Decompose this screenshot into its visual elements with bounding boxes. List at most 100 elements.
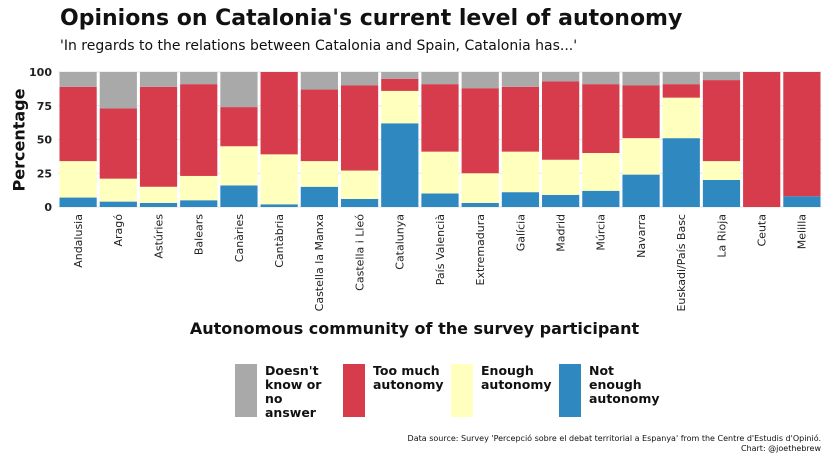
bar-segment-not_enough: [300, 186, 338, 207]
bar-segment-dont_know: [501, 72, 540, 87]
legend-item-enough: Enough autonomy: [451, 364, 552, 420]
bar-segment-dont_know: [702, 72, 741, 81]
legend-label: Doesn't know or no answer: [265, 363, 322, 420]
bar-segment-dont_know: [662, 72, 700, 85]
bar-segment-enough: [340, 170, 379, 199]
x-tick-label: Aragó: [112, 214, 125, 247]
legend: Doesn't know or no answer Too much autono…: [235, 364, 660, 420]
bar-segment-enough: [220, 146, 258, 186]
bar-segment-not_enough: [180, 200, 218, 207]
bar-segment-not_enough: [421, 193, 459, 207]
y-tick-label: 0: [44, 201, 52, 214]
bar-segment-not_enough: [461, 202, 499, 207]
x-tick-label: Madrid: [554, 214, 567, 252]
y-tick-label: 75: [37, 100, 52, 113]
x-tick-label: Extremadura: [474, 214, 487, 286]
bar-segment-not_enough: [542, 194, 580, 207]
stacked-bar-chart: 0 25 50 75 100 Andalusia Aragó Astúries Balears C…: [29, 66, 822, 312]
source-note: Data source: Survey 'Percepció sobre el …: [408, 434, 821, 454]
x-axis-label: Autonomous community of the survey parti…: [189, 319, 640, 338]
x-tick-label: Euskadi/País Basc: [675, 214, 688, 312]
bar-segment-enough: [501, 151, 540, 193]
legend-swatch: [559, 364, 581, 417]
bar-segment-not_enough: [59, 197, 97, 207]
x-tick-label: Ceuta: [756, 214, 769, 246]
bar-segment-enough: [99, 178, 137, 202]
bar-segment-not_enough: [340, 198, 379, 207]
x-tick-label: Galícia: [514, 214, 527, 251]
bar-segment-not_enough: [139, 202, 178, 207]
bar-segment-not_enough: [622, 174, 660, 207]
legend-item-not_enough: Not enough autonomy: [559, 364, 660, 420]
bar-segment-too_much: [622, 85, 660, 139]
chart-subtitle: 'In regards to the relations between Cat…: [60, 38, 578, 54]
bar-segment-dont_know: [300, 72, 338, 90]
x-tick-label: Balears: [193, 214, 206, 255]
source-line: Data source: Survey 'Percepció sobre el …: [407, 434, 821, 443]
bar-segment-not_enough: [702, 180, 741, 207]
bar-segment-dont_know: [220, 72, 258, 108]
bar-segment-not_enough: [582, 190, 620, 207]
bar-segment-enough: [622, 138, 660, 175]
bar-segment-not_enough: [260, 204, 298, 207]
bar-segment-dont_know: [622, 72, 660, 86]
bar-segment-enough: [260, 154, 298, 205]
x-tick-label: Andalusia: [72, 214, 85, 268]
y-tick-label: 100: [29, 66, 52, 79]
bar-segment-enough: [542, 159, 580, 195]
x-tick-label: Castella la Manxa: [313, 214, 326, 311]
legend-swatch: [235, 364, 257, 417]
bar-segment-too_much: [340, 85, 379, 171]
bar-segment-too_much: [300, 89, 338, 162]
bar-segment-too_much: [260, 72, 298, 155]
bar-segment-enough: [139, 186, 178, 203]
bar-segment-enough: [381, 90, 419, 124]
bar-segment-not_enough: [220, 185, 258, 207]
credit-line: Chart: @joethebrew: [740, 444, 821, 453]
y-tick-label: 25: [37, 167, 52, 180]
bar-segment-enough: [180, 175, 218, 201]
bar-segment-dont_know: [340, 72, 379, 86]
legend-label: Enough autonomy: [481, 363, 552, 392]
x-tick-label: Melilla: [796, 214, 809, 249]
bar-segment-not_enough: [783, 196, 821, 207]
bar-segment-not_enough: [662, 138, 700, 207]
bar-segment-too_much: [662, 84, 700, 98]
x-tick-label: Catalunya: [394, 214, 407, 270]
legend-item-too_much: Too much autonomy: [343, 364, 444, 420]
bar-segment-enough: [300, 161, 338, 187]
bar-segment-too_much: [702, 80, 741, 162]
bar-segment-dont_know: [381, 72, 419, 79]
x-tick-label: La Rioja: [715, 214, 728, 258]
bar-segment-enough: [582, 153, 620, 191]
legend-label: Not enough autonomy: [589, 363, 660, 406]
bar-segment-enough: [702, 161, 741, 180]
bar-segment-too_much: [99, 108, 137, 179]
bar-segment-dont_know: [99, 72, 137, 109]
bar-segment-enough: [662, 97, 700, 139]
y-tick-label: 50: [37, 134, 53, 147]
bar-segment-too_much: [461, 88, 499, 174]
bar-segment-dont_know: [421, 72, 459, 85]
bar-segment-too_much: [501, 86, 540, 152]
bar-segment-not_enough: [501, 192, 540, 207]
bar-segment-too_much: [139, 86, 178, 187]
bar-segment-not_enough: [99, 201, 137, 207]
chart-title: Opinions on Catalonia's current level of…: [60, 6, 683, 31]
bar-segment-dont_know: [180, 72, 218, 85]
bar-segment-too_much: [783, 72, 821, 197]
legend-label: Too much autonomy: [373, 363, 444, 392]
bar-segment-too_much: [180, 84, 218, 176]
bar-segment-too_much: [421, 84, 459, 152]
x-tick-label: Navarra: [635, 214, 648, 258]
bar-segment-dont_know: [59, 72, 97, 87]
bar-segment-enough: [421, 151, 459, 194]
bar-segment-too_much: [743, 72, 781, 207]
x-tick-label: País Valencià: [434, 214, 447, 285]
bar-segment-too_much: [582, 84, 620, 153]
bar-segment-enough: [59, 161, 97, 198]
bar-segment-too_much: [59, 86, 97, 162]
legend-item-dont_know: Doesn't know or no answer: [235, 364, 331, 420]
x-tick-label: Múrcia: [595, 214, 608, 251]
x-tick-label: Castella i Lleó: [353, 214, 366, 291]
